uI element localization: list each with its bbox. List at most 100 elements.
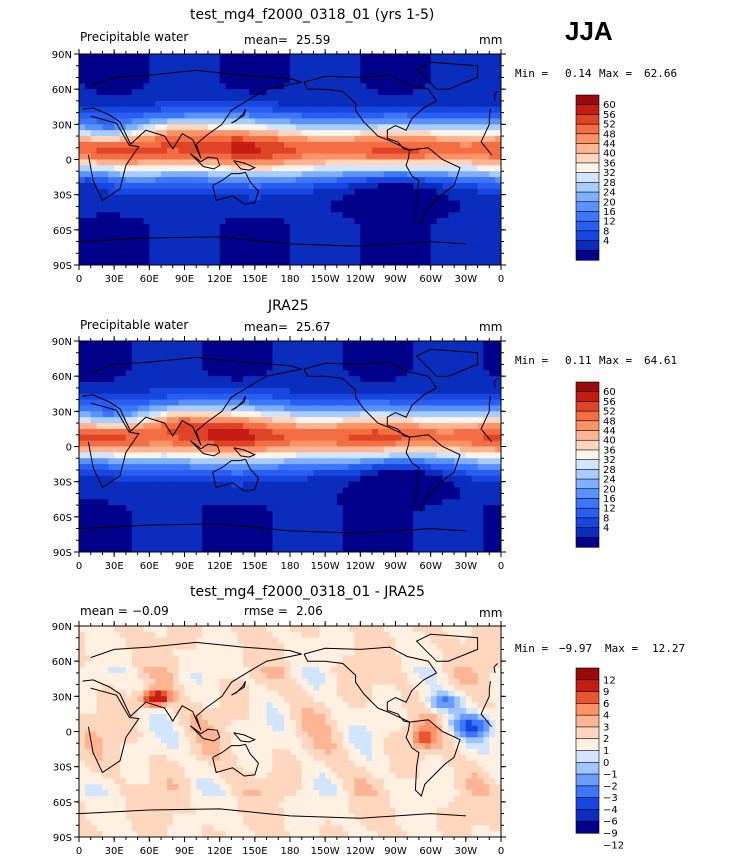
lon-tick-label: 120W bbox=[346, 846, 375, 857]
colorbar-label: 12 bbox=[603, 504, 616, 515]
coastline bbox=[231, 108, 246, 124]
lat-tick-label: 30N bbox=[52, 407, 72, 418]
coastline bbox=[82, 641, 491, 731]
panel1-min-value: 0.14 bbox=[565, 67, 592, 80]
lon-tick-label: 90W bbox=[384, 274, 407, 285]
coastline bbox=[415, 61, 479, 90]
colorbar-swatch bbox=[575, 401, 600, 412]
panel2-min-label: Min = bbox=[515, 354, 549, 367]
panel2-title: JRA25 bbox=[268, 298, 309, 314]
lat-tick-label: 60N bbox=[52, 372, 72, 383]
lon-tick-label: 30W bbox=[455, 561, 478, 572]
colorbar-swatch bbox=[575, 750, 600, 763]
colorbar-label: 60 bbox=[603, 100, 616, 111]
coastline bbox=[190, 153, 221, 170]
colorbar-label: 36 bbox=[603, 158, 616, 169]
colorbar-label: 56 bbox=[603, 397, 616, 408]
lat-tick-label: 30S bbox=[53, 191, 72, 202]
panel3-rmse-value: 2.06 bbox=[296, 604, 323, 618]
lon-tick-label: 150W bbox=[311, 846, 340, 857]
panel2-max-label: Max = bbox=[599, 354, 633, 367]
colorbar-label: 24 bbox=[603, 475, 616, 486]
coastline bbox=[233, 160, 257, 171]
panel1-mean-label: mean= bbox=[244, 33, 289, 47]
lon-tick-label: 180 bbox=[280, 274, 299, 285]
panel3-units: mm bbox=[479, 606, 503, 620]
panel1-min-label: Min = bbox=[515, 67, 549, 80]
coastline bbox=[87, 115, 492, 202]
colorbar-label: 12 bbox=[603, 217, 616, 228]
colorbar-label: 16 bbox=[603, 494, 616, 505]
colorbar-label: 40 bbox=[603, 436, 616, 447]
lon-tick-label: 60W bbox=[419, 846, 442, 857]
panel2-min-value: 0.11 bbox=[565, 354, 592, 367]
colorbar-label: 60 bbox=[603, 387, 616, 398]
coastline bbox=[493, 663, 498, 673]
colorbar-label: 20 bbox=[603, 197, 616, 208]
colorbar-swatch bbox=[575, 773, 600, 787]
colorbar-swatch bbox=[575, 249, 600, 261]
lon-tick-label: 90W bbox=[384, 561, 407, 572]
coastline bbox=[212, 171, 259, 205]
lat-tick-label: 0 bbox=[66, 728, 72, 739]
lat-tick-label: 30N bbox=[52, 692, 72, 703]
lon-tick-label: 90E bbox=[175, 846, 194, 857]
colorbar-swatch bbox=[575, 182, 600, 193]
colorbar-swatch bbox=[575, 459, 600, 470]
panel3-title: test_mg4_f2000_0318_01 - JRA25 bbox=[190, 584, 425, 600]
colorbar-swatch bbox=[575, 738, 600, 752]
colorbar-label: 9 bbox=[603, 687, 609, 698]
lon-tick-label: 30E bbox=[105, 846, 124, 857]
lat-tick-label: 30N bbox=[52, 120, 72, 131]
colorbar-swatch bbox=[575, 536, 600, 548]
coastline bbox=[82, 356, 491, 446]
lon-tick-label: 150E bbox=[242, 846, 267, 857]
coastline bbox=[233, 732, 257, 743]
colorbar-label: 48 bbox=[603, 416, 616, 427]
colorbar-label: 52 bbox=[603, 120, 616, 131]
panel3-rmse-label: rmse = bbox=[244, 604, 288, 618]
lon-tick-label: 120W bbox=[346, 561, 375, 572]
lon-tick-label: 60E bbox=[140, 846, 159, 857]
panel1-max-value: 62.66 bbox=[644, 67, 678, 80]
lon-tick-label: 60E bbox=[140, 274, 159, 285]
lat-tick-label: 30S bbox=[53, 478, 72, 489]
coastline bbox=[78, 808, 466, 819]
lat-tick-label: 60N bbox=[52, 85, 72, 96]
coastline bbox=[405, 719, 461, 797]
colorbar-label: 3 bbox=[603, 722, 609, 733]
coastline bbox=[493, 378, 498, 388]
coastline bbox=[233, 447, 257, 458]
colorbar-label: −4 bbox=[603, 805, 618, 816]
colorbar-swatch bbox=[575, 714, 600, 728]
lat-tick-label: 60S bbox=[53, 513, 72, 524]
colorbar-label: 8 bbox=[603, 513, 609, 524]
panel2-mean-value: 25.67 bbox=[296, 320, 331, 334]
colorbar-swatch bbox=[575, 449, 600, 461]
lon-tick-label: 120E bbox=[207, 561, 232, 572]
lon-tick-label: 60W bbox=[419, 274, 442, 285]
colorbar-swatch bbox=[575, 809, 600, 822]
lat-tick-label: 0 bbox=[66, 443, 72, 454]
coastline bbox=[493, 91, 498, 101]
colorbar-swatch bbox=[575, 478, 600, 490]
lon-tick-label: 120E bbox=[207, 846, 232, 857]
coastline bbox=[87, 402, 492, 489]
colorbar-label: 8 bbox=[603, 226, 609, 237]
colorbar-swatch bbox=[575, 123, 600, 135]
colorbar-label: −3 bbox=[603, 793, 618, 804]
lat-tick-label: 60S bbox=[53, 226, 72, 237]
coastline bbox=[231, 395, 246, 411]
colorbar-label: 40 bbox=[603, 149, 616, 160]
colorbar-label: 4 bbox=[603, 236, 609, 247]
panel3-mean-label: mean = bbox=[80, 604, 128, 618]
panel3-max-value: 12.27 bbox=[652, 642, 686, 655]
panel3-min-value: −9.97 bbox=[559, 642, 593, 655]
coastline bbox=[303, 646, 438, 723]
lat-tick-label: 90N bbox=[52, 337, 72, 348]
colorbar-swatch bbox=[575, 201, 600, 213]
colorbar-label: −12 bbox=[603, 840, 624, 851]
colorbar-swatch bbox=[575, 527, 600, 538]
